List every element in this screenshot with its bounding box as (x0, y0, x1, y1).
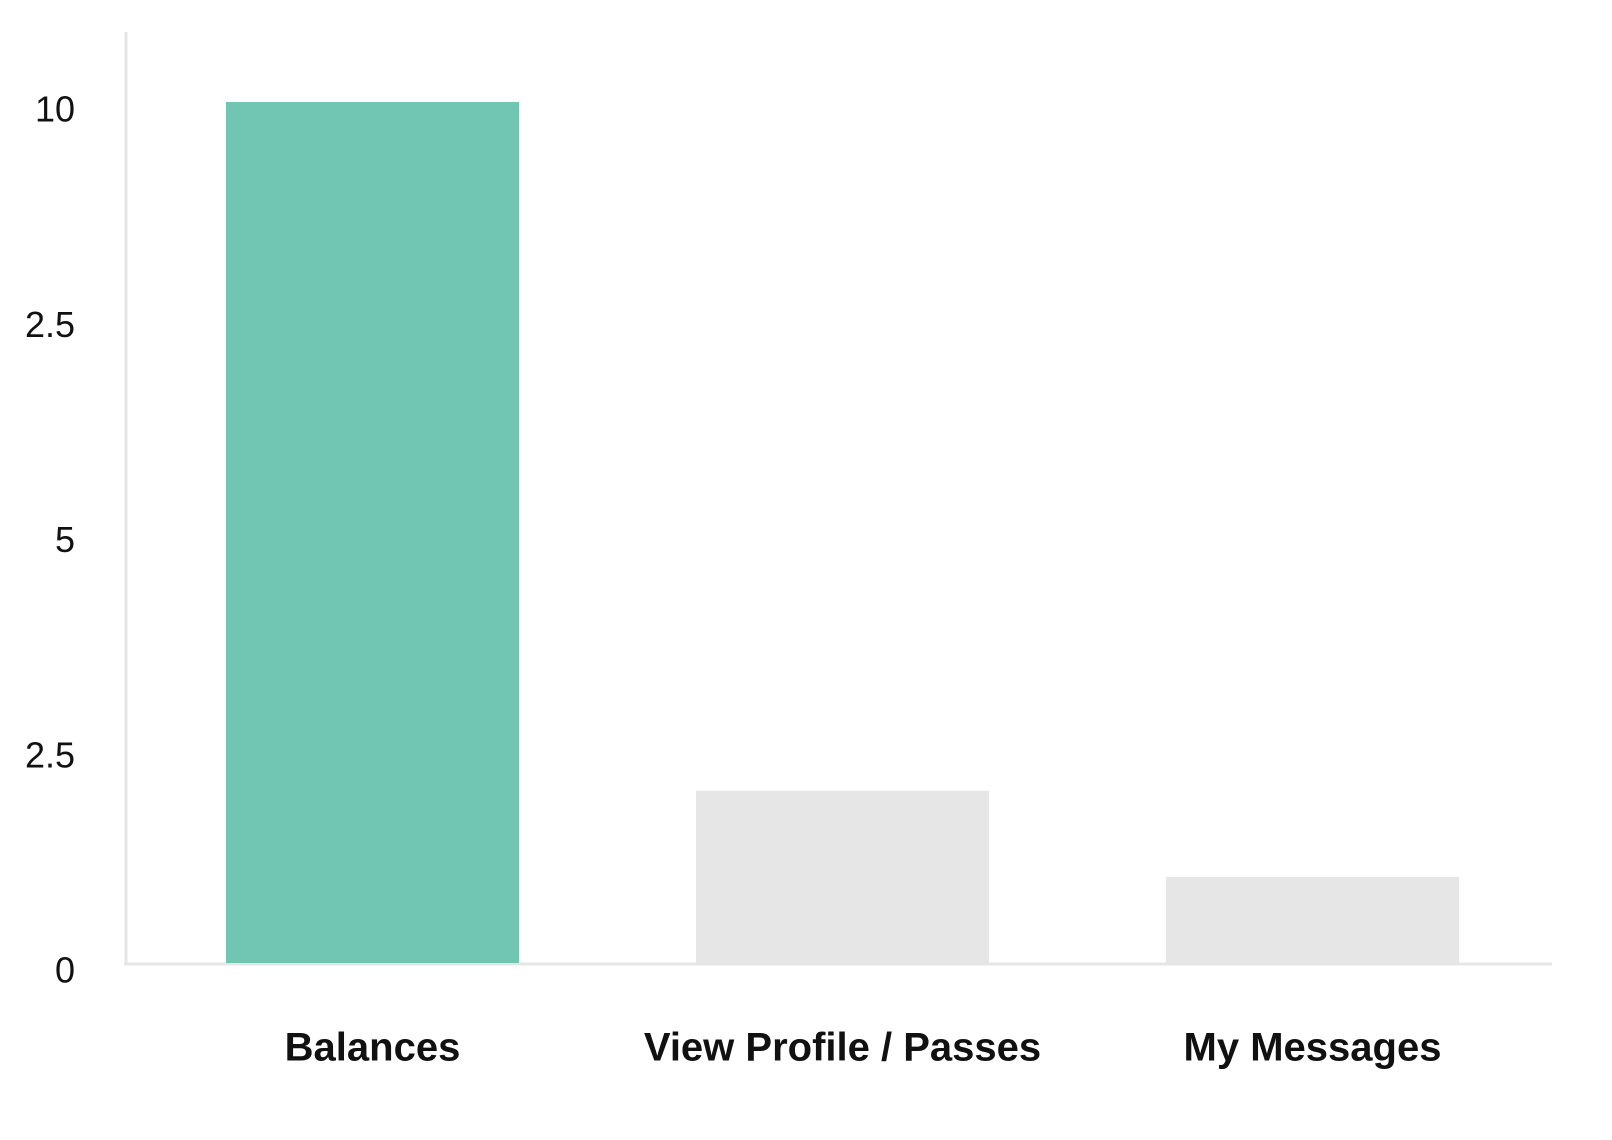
bar (1166, 876, 1459, 963)
y-tick-label: 10 (35, 89, 75, 130)
x-tick-label: View Profile / Passes (644, 1026, 1041, 1070)
y-tick-label: 0 (55, 950, 75, 991)
bar (696, 790, 989, 963)
y-tick-label: 2.5 (25, 304, 75, 345)
x-tick-label: My Messages (1184, 1026, 1442, 1070)
y-tick-label: 5 (55, 519, 75, 560)
bar (226, 102, 519, 963)
x-tick-label: Balances (285, 1026, 461, 1070)
y-tick-label: 2.5 (25, 734, 75, 775)
